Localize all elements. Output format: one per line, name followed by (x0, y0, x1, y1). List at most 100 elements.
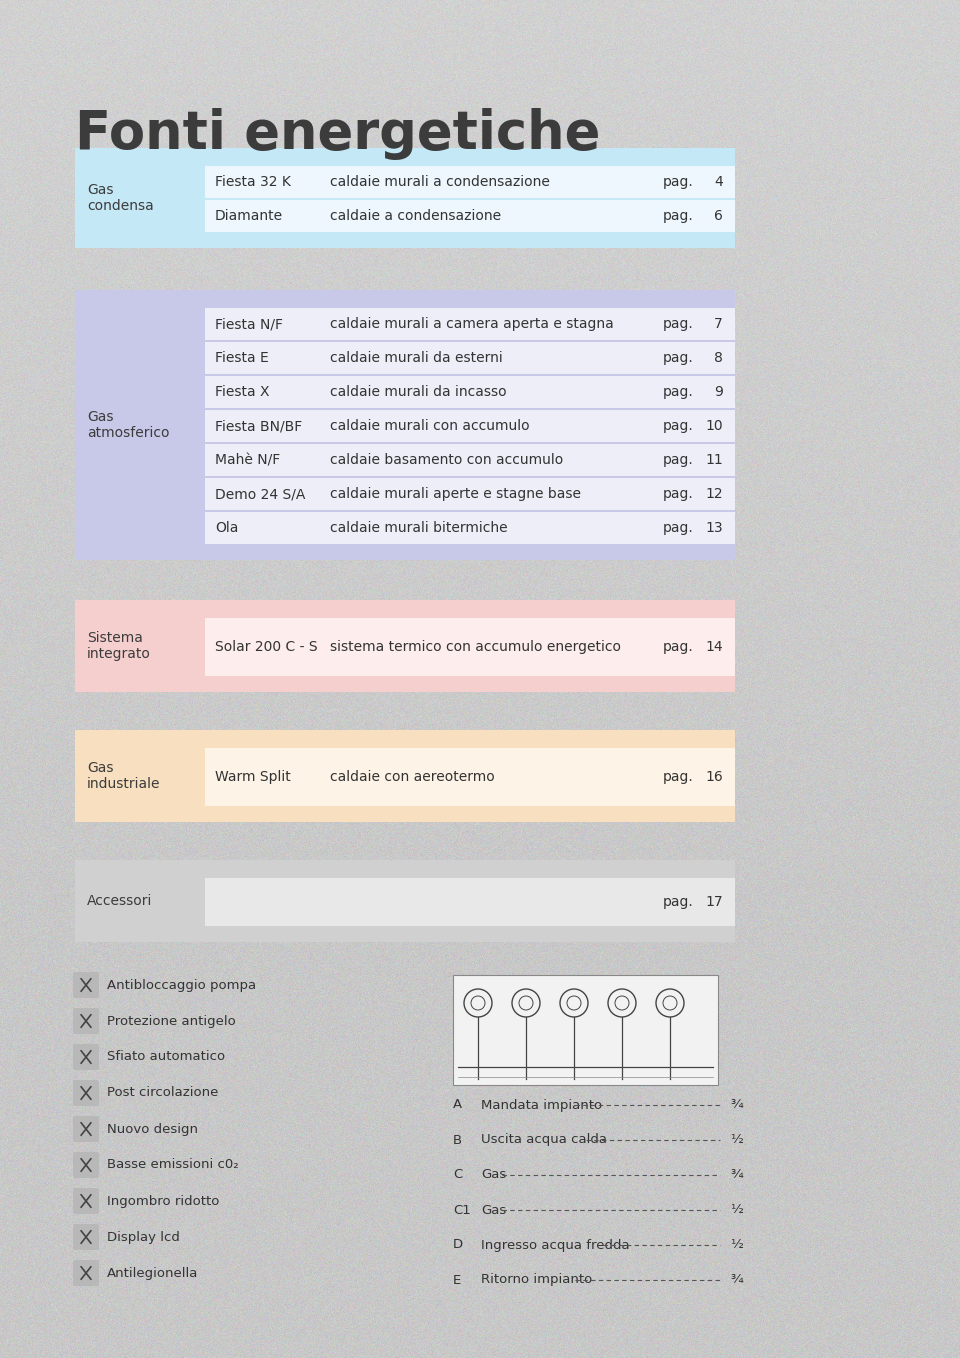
Text: sistema termico con accumulo energetico: sistema termico con accumulo energetico (330, 640, 621, 655)
Text: 6: 6 (714, 209, 723, 223)
Text: Gas
condensa: Gas condensa (87, 183, 154, 213)
Text: pag.: pag. (663, 488, 694, 501)
Text: pag.: pag. (663, 454, 694, 467)
Text: Gas: Gas (481, 1203, 506, 1217)
FancyBboxPatch shape (75, 731, 735, 822)
Text: Ola: Ola (215, 521, 238, 535)
Text: pag.: pag. (663, 209, 694, 223)
Text: caldaie con aereotermo: caldaie con aereotermo (330, 770, 494, 784)
Text: Fonti energetiche: Fonti energetiche (75, 109, 600, 160)
Text: A: A (453, 1099, 462, 1111)
Text: E: E (453, 1274, 461, 1286)
Text: 12: 12 (706, 488, 723, 501)
Text: 17: 17 (706, 895, 723, 909)
Text: Sistema
integrato: Sistema integrato (87, 631, 151, 661)
Text: caldaie murali da esterni: caldaie murali da esterni (330, 350, 503, 365)
FancyBboxPatch shape (205, 512, 735, 545)
Text: Gas: Gas (481, 1168, 506, 1181)
Text: 13: 13 (706, 521, 723, 535)
Text: Ingresso acqua fredda: Ingresso acqua fredda (481, 1238, 630, 1252)
FancyBboxPatch shape (73, 1224, 99, 1249)
Text: 7: 7 (714, 316, 723, 331)
FancyBboxPatch shape (75, 860, 735, 942)
Text: pag.: pag. (663, 521, 694, 535)
FancyBboxPatch shape (205, 166, 735, 198)
Text: caldaie murali con accumulo: caldaie murali con accumulo (330, 420, 530, 433)
Text: Demo 24 S/A: Demo 24 S/A (215, 488, 305, 501)
Text: caldaie murali a condensazione: caldaie murali a condensazione (330, 175, 550, 189)
FancyBboxPatch shape (75, 600, 735, 693)
Text: Mahè N/F: Mahè N/F (215, 454, 280, 467)
Text: pag.: pag. (663, 420, 694, 433)
FancyBboxPatch shape (453, 975, 718, 1085)
Text: caldaie basamento con accumulo: caldaie basamento con accumulo (330, 454, 564, 467)
Text: pag.: pag. (663, 640, 694, 655)
Text: Protezione antigelo: Protezione antigelo (107, 1014, 236, 1028)
Text: Ingombro ridotto: Ingombro ridotto (107, 1195, 220, 1207)
Text: pag.: pag. (663, 386, 694, 399)
FancyBboxPatch shape (73, 1188, 99, 1214)
Text: Fiesta N/F: Fiesta N/F (215, 316, 283, 331)
FancyBboxPatch shape (73, 1044, 99, 1070)
Text: Antilegionella: Antilegionella (107, 1267, 199, 1279)
Text: caldaie murali a camera aperta e stagna: caldaie murali a camera aperta e stagna (330, 316, 613, 331)
Text: Fiesta 32 K: Fiesta 32 K (215, 175, 291, 189)
FancyBboxPatch shape (73, 1080, 99, 1105)
FancyBboxPatch shape (205, 748, 735, 807)
FancyBboxPatch shape (205, 376, 735, 407)
Text: Uscita acqua calda: Uscita acqua calda (481, 1134, 607, 1146)
Text: pag.: pag. (663, 175, 694, 189)
Text: Fiesta X: Fiesta X (215, 386, 270, 399)
Text: caldaie murali bitermiche: caldaie murali bitermiche (330, 521, 508, 535)
Text: Post circolazione: Post circolazione (107, 1086, 218, 1100)
Text: Basse emissioni c0₂: Basse emissioni c0₂ (107, 1158, 239, 1172)
Text: Solar 200 C - S: Solar 200 C - S (215, 640, 318, 655)
Text: Mandata impianto: Mandata impianto (481, 1099, 602, 1111)
FancyBboxPatch shape (73, 1008, 99, 1033)
Text: Fiesta BN/BF: Fiesta BN/BF (215, 420, 302, 433)
FancyBboxPatch shape (205, 618, 735, 676)
Text: Ritorno impianto: Ritorno impianto (481, 1274, 592, 1286)
Text: D: D (453, 1238, 463, 1252)
Text: 11: 11 (706, 454, 723, 467)
Text: pag.: pag. (663, 316, 694, 331)
Text: caldaie murali da incasso: caldaie murali da incasso (330, 386, 507, 399)
Text: ½: ½ (730, 1134, 743, 1146)
Text: Accessori: Accessori (87, 894, 153, 909)
Text: Display lcd: Display lcd (107, 1230, 180, 1244)
Text: 16: 16 (706, 770, 723, 784)
FancyBboxPatch shape (205, 879, 735, 926)
FancyBboxPatch shape (73, 1116, 99, 1142)
Text: ¾: ¾ (730, 1274, 743, 1286)
FancyBboxPatch shape (205, 410, 735, 441)
Text: Fiesta E: Fiesta E (215, 350, 269, 365)
Text: 10: 10 (706, 420, 723, 433)
Text: caldaie a condensazione: caldaie a condensazione (330, 209, 501, 223)
Text: Warm Split: Warm Split (215, 770, 291, 784)
Text: B: B (453, 1134, 462, 1146)
FancyBboxPatch shape (73, 1152, 99, 1177)
FancyBboxPatch shape (205, 478, 735, 511)
Text: Diamante: Diamante (215, 209, 283, 223)
FancyBboxPatch shape (205, 444, 735, 477)
FancyBboxPatch shape (205, 342, 735, 373)
Text: 8: 8 (714, 350, 723, 365)
Text: C1: C1 (453, 1203, 470, 1217)
Text: 14: 14 (706, 640, 723, 655)
Text: Gas
atmosferico: Gas atmosferico (87, 410, 170, 440)
Text: Antibloccaggio pompa: Antibloccaggio pompa (107, 979, 256, 991)
Text: 9: 9 (714, 386, 723, 399)
Text: Nuovo design: Nuovo design (107, 1123, 198, 1135)
FancyBboxPatch shape (75, 148, 735, 249)
Text: ½: ½ (730, 1203, 743, 1217)
Text: Sfiato automatico: Sfiato automatico (107, 1051, 226, 1063)
FancyBboxPatch shape (205, 308, 735, 340)
Text: ½: ½ (730, 1238, 743, 1252)
FancyBboxPatch shape (73, 1260, 99, 1286)
Text: ¾: ¾ (730, 1168, 743, 1181)
FancyBboxPatch shape (75, 291, 735, 559)
FancyBboxPatch shape (205, 200, 735, 232)
Text: Gas
industriale: Gas industriale (87, 760, 160, 792)
Text: caldaie murali aperte e stagne base: caldaie murali aperte e stagne base (330, 488, 581, 501)
Text: pag.: pag. (663, 895, 694, 909)
